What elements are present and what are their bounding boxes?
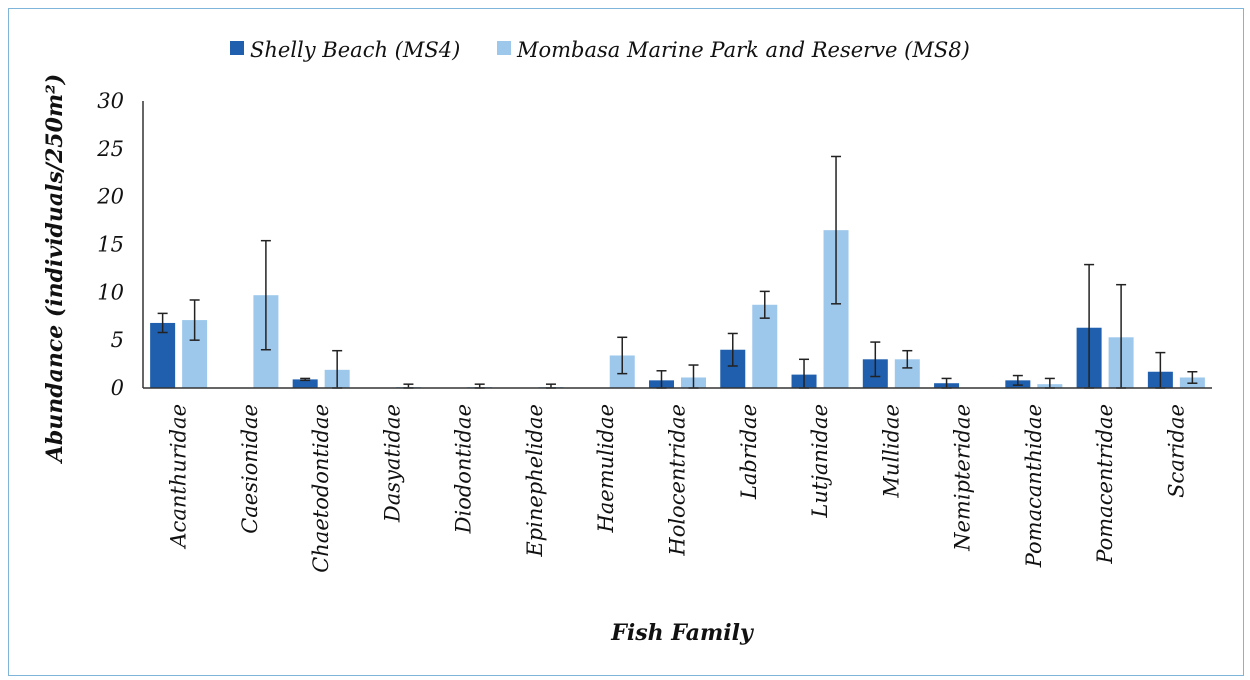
x-category-label: Mullidae [879,404,903,499]
bar-ms4-chaetodontidae [292,379,318,388]
x-axis-title: Fish Family [610,620,755,646]
x-category-label: Labridae [737,404,761,500]
x-category-label: Pomacentridae [1093,404,1117,565]
bars [150,230,1205,388]
x-category-label: Diodontidae [452,404,476,534]
legend-label: Shelly Beach (MS4) [250,38,460,62]
legend: Shelly Beach (MS4) Mombasa Marine Park an… [230,38,970,62]
chart-frame [8,8,1244,676]
y-tick-label: 25 [96,137,124,161]
x-category-label: Holocentridae [666,404,690,557]
bar-ms4-acanthuridae [150,322,176,388]
axes [142,101,1212,389]
legend-label: Mombasa Marine Park and Reserve (MS8) [516,38,970,62]
error-bars [157,155,1198,389]
x-category-label: Caesionidae [238,404,262,534]
y-tick-label: 20 [96,185,124,209]
y-tick-label: 5 [111,328,124,352]
y-tick-label: 30 [97,89,124,113]
x-category-label: Dasyatidae [380,404,404,523]
x-category-labels: Acanthuridae Caesionidae Chaetodontidae Das… [167,404,1189,573]
y-axis-title: Abundance (individuals/250m²) [42,74,68,464]
legend-swatch [230,41,244,55]
x-category-label: Scaridae [1164,404,1188,498]
x-category-label: Acanthuridae [167,404,191,550]
x-category-label: Chaetodontidae [309,404,333,573]
y-tick-label: 15 [97,233,124,257]
y-tick-label: 10 [97,280,124,304]
y-tick-labels: 0 5 10 15 20 25 30 [96,89,124,400]
x-category-label: Nemipteridae [951,404,975,552]
x-category-label: Pomacanthidae [1022,404,1046,568]
y-tick-label: 0 [111,376,124,400]
legend-swatch [497,41,511,55]
x-category-label: Lutjanidae [808,404,832,519]
x-category-label: Haemulidae [594,404,618,534]
x-category-label: Epinephelidae [523,404,547,558]
